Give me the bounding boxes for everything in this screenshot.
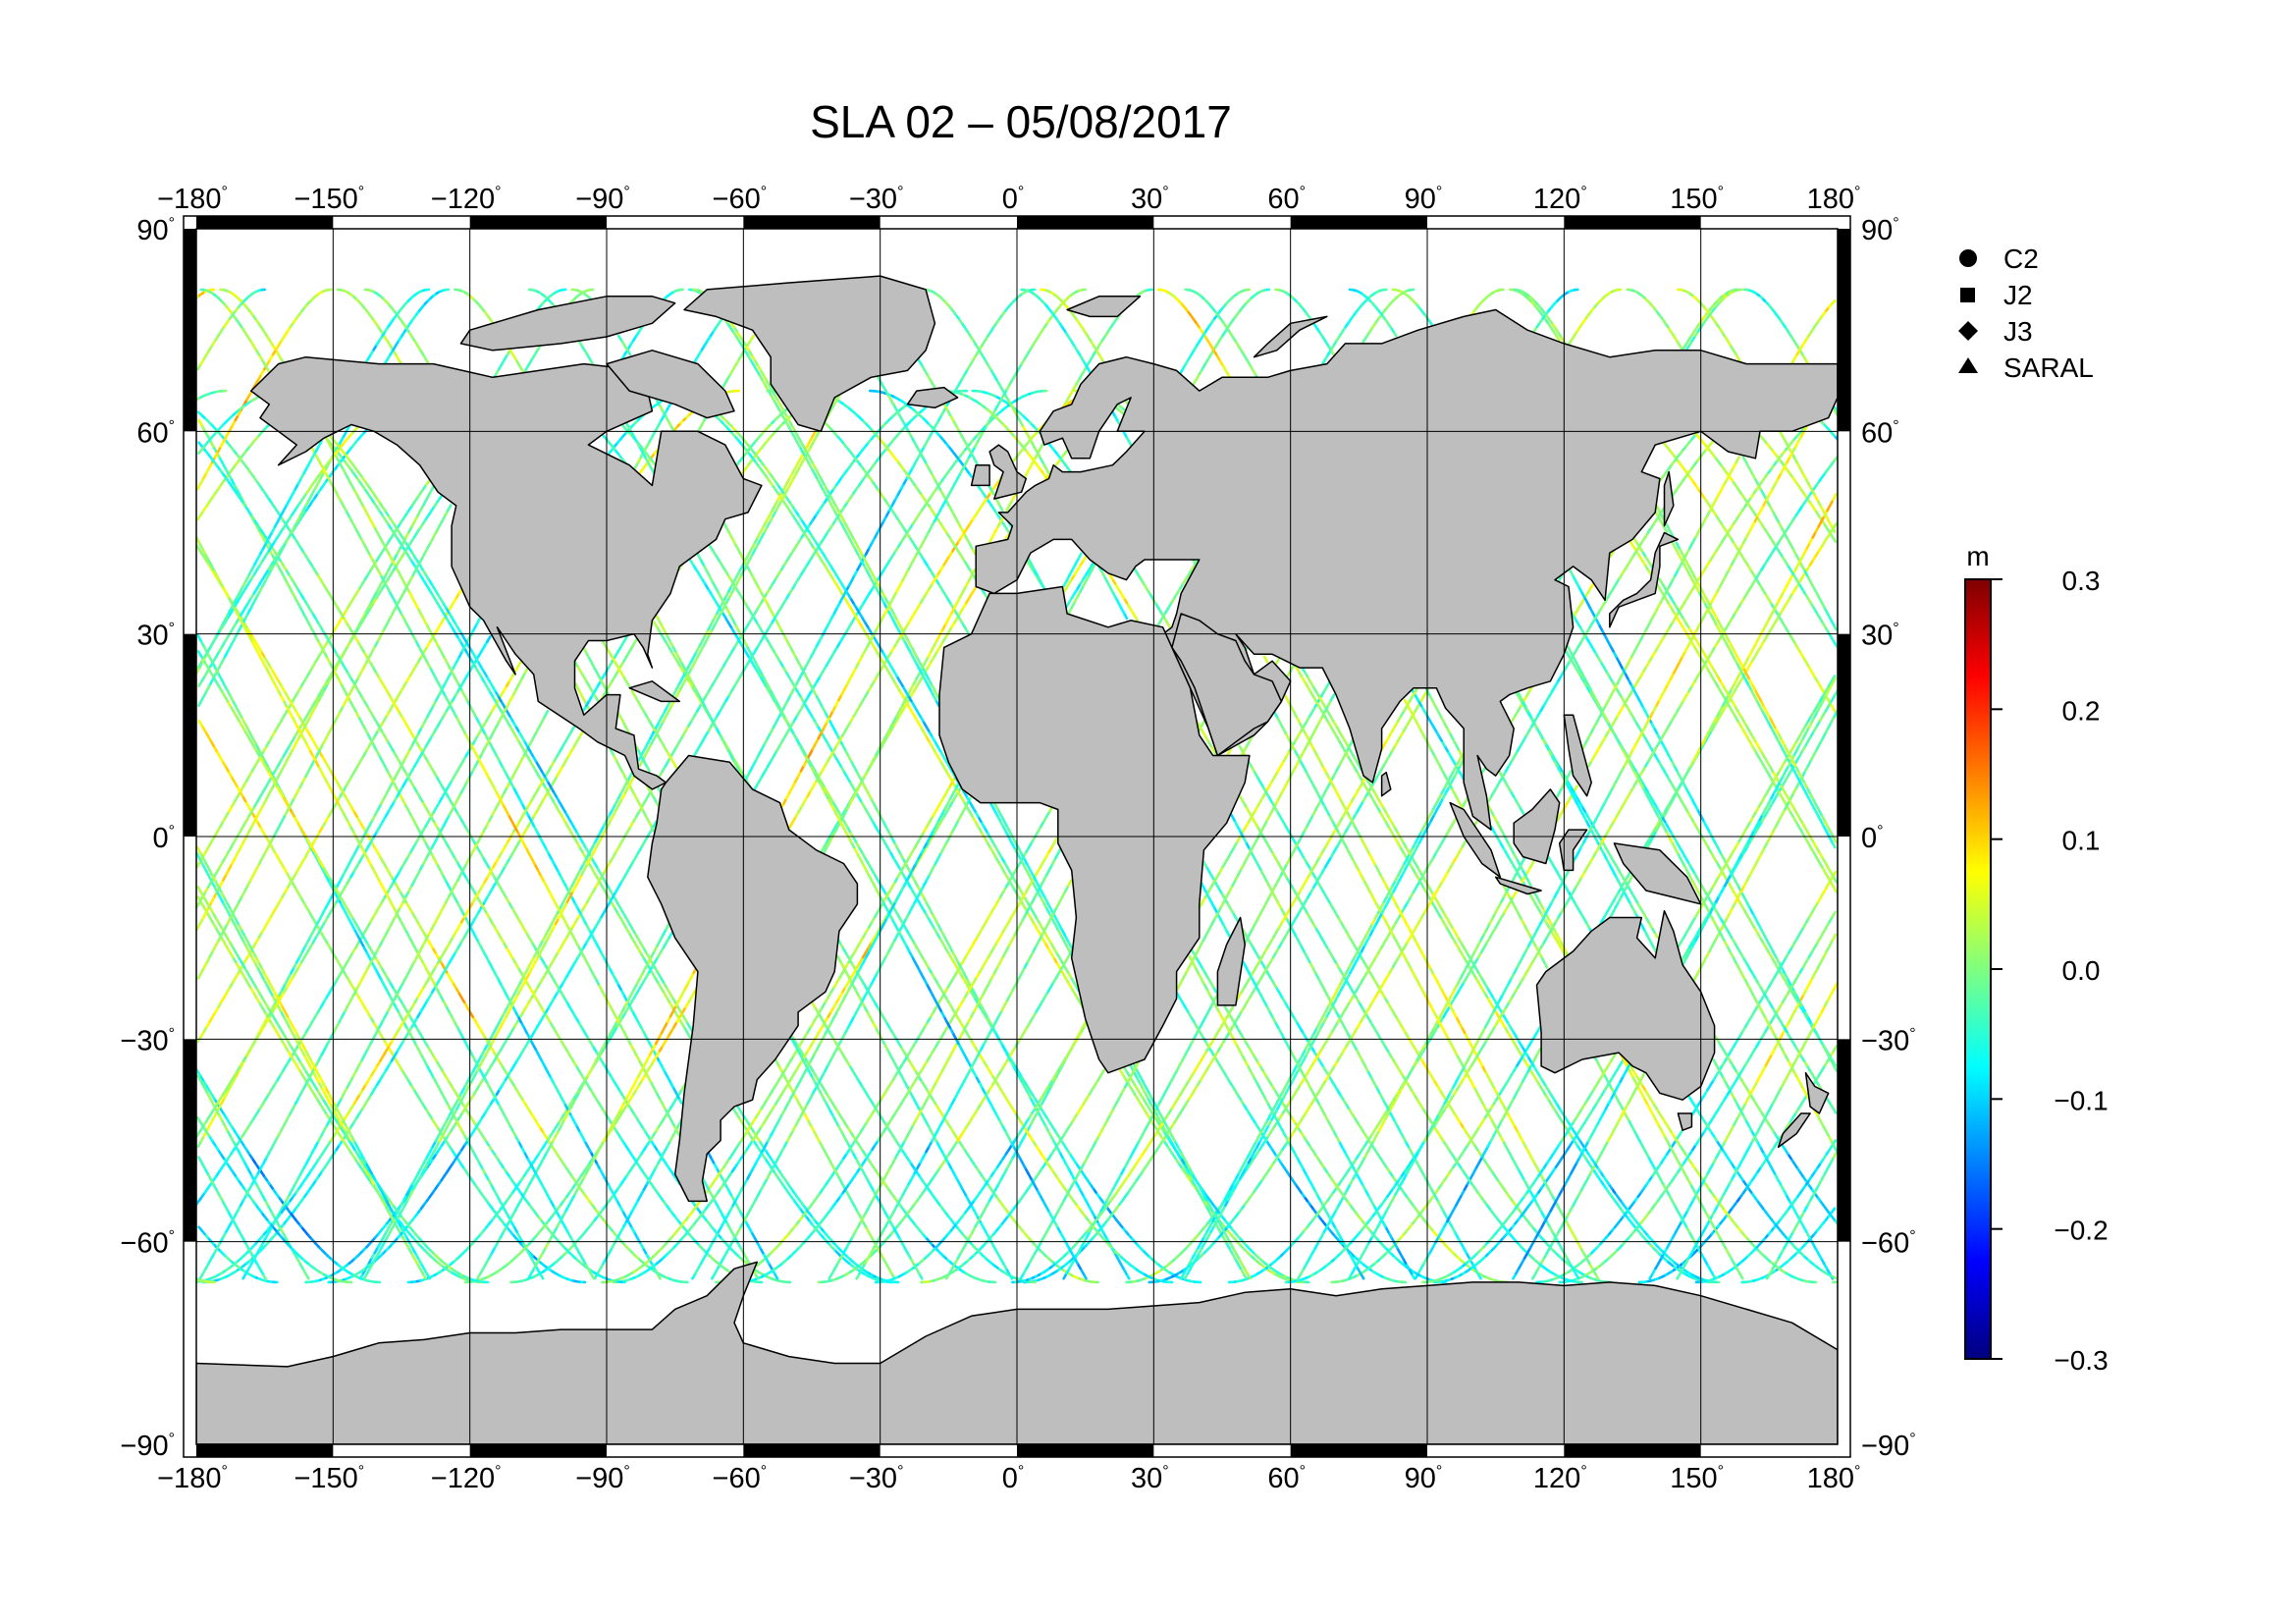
track-segment [653, 448, 660, 456]
track-segment [516, 660, 523, 668]
track-segment [196, 545, 202, 553]
track-segment [1678, 1130, 1683, 1138]
ground-track [196, 586, 1838, 1284]
track-segment [197, 719, 204, 728]
map-title: SLA 02 – 05/08/2017 [810, 96, 1232, 147]
track-segment [754, 1269, 760, 1273]
track-segment [1758, 434, 1765, 441]
track-segment [424, 479, 431, 487]
altimetry-tracks [196, 288, 1838, 1284]
track-segment [688, 410, 694, 416]
map-panel [196, 229, 1838, 1444]
track-segment [1830, 1207, 1837, 1214]
track-segment [1832, 1045, 1838, 1053]
track-segment [1114, 406, 1120, 411]
track-segment [1832, 406, 1838, 411]
ground-track [197, 441, 1838, 1284]
track-segment [196, 410, 203, 416]
track-segment [1662, 441, 1668, 448]
